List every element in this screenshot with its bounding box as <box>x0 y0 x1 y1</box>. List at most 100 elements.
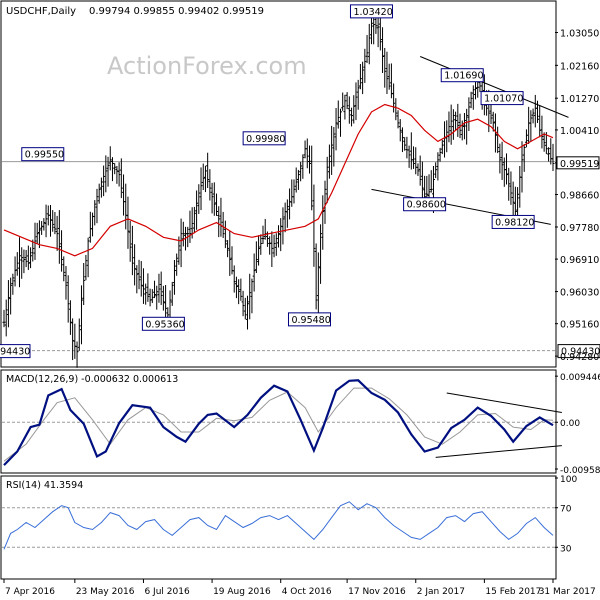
price-bar <box>203 165 207 193</box>
price-bar <box>305 138 309 169</box>
price-bar <box>215 193 219 216</box>
price-bar <box>294 167 298 193</box>
price-bar <box>454 111 458 131</box>
price-bar <box>314 243 318 310</box>
price-bar <box>347 96 351 124</box>
price-bar <box>542 132 546 152</box>
price-annotation: 0.98600 <box>403 197 447 212</box>
macd-line <box>3 379 554 466</box>
price-bar <box>319 224 323 284</box>
price-bar <box>57 210 61 264</box>
price-bar <box>522 144 526 172</box>
price-bar <box>440 139 444 155</box>
price-bar <box>498 143 502 174</box>
price-bar <box>334 107 338 151</box>
price-bar <box>403 137 407 151</box>
price-bar <box>228 230 232 276</box>
price-annotation-label: 1.03420 <box>353 7 392 18</box>
price-y-tick-label: 0.96910 <box>560 255 599 266</box>
price-bar <box>13 256 17 287</box>
price-series-layer: 0.99550 0.99980 1.03420 1.01690 1.01070 0.986… <box>0 4 600 368</box>
price-bar <box>270 231 274 268</box>
price-bar <box>31 239 35 262</box>
price-y-tick-label: 1.01270 <box>560 94 599 105</box>
price-bar <box>153 280 157 299</box>
price-bar <box>60 230 64 272</box>
price-annotation-label: 0.99980 <box>246 134 285 145</box>
price-bar <box>400 127 404 153</box>
price-bar <box>20 247 24 279</box>
price-bar <box>15 252 19 276</box>
price-annotation: 1.01070 <box>480 91 524 106</box>
symbol-label: USDCHF,Daily <box>6 6 76 17</box>
price-bar <box>301 154 305 179</box>
price-bar <box>157 273 161 303</box>
price-bar <box>84 254 88 281</box>
price-annotation: 0.98120 <box>491 214 535 229</box>
price-annotation: 1.03420 <box>349 4 393 19</box>
price-bar <box>246 295 250 330</box>
macd-trendline-0 <box>446 392 562 413</box>
price-bar <box>540 115 544 149</box>
price-bar <box>310 145 314 211</box>
rsi-y-tick-label: 30 <box>560 544 572 554</box>
price-bar <box>354 82 358 121</box>
price-bar <box>551 143 555 172</box>
x-tick-label: 15 Feb 2017 <box>485 587 541 597</box>
price-bar <box>338 108 342 137</box>
price-bar <box>201 163 205 190</box>
price-y-tick-label: 0.96030 <box>560 288 599 299</box>
price-bar <box>343 94 347 120</box>
price-bar <box>4 299 8 337</box>
price-bar <box>234 276 238 299</box>
x-tick-label: 19 Aug 2016 <box>213 587 271 597</box>
price-bar <box>95 188 99 224</box>
price-annotation: 0.95480 <box>287 312 331 327</box>
price-y-tick-label: 1.02160 <box>560 61 599 72</box>
price-bar <box>137 259 141 290</box>
price-bar <box>500 141 504 180</box>
price-bar <box>378 17 382 51</box>
price-bar <box>361 61 365 95</box>
price-bar <box>97 183 101 204</box>
price-bar <box>285 199 289 228</box>
price-bar <box>11 273 15 295</box>
price-bar <box>434 162 438 179</box>
price-annotation: 0.95360 <box>141 316 185 331</box>
price-bar <box>2 309 6 328</box>
price-bar <box>192 206 196 234</box>
price-bar <box>252 253 256 292</box>
price-annotation-label: 0.98120 <box>495 217 534 228</box>
price-bar <box>529 110 533 142</box>
macd-title: MACD(12,26,9) -0.000632 0.000613 <box>6 374 178 385</box>
price-bar <box>55 215 59 251</box>
price-bar <box>547 147 551 162</box>
rsi-panel-frame <box>0 475 557 580</box>
price-y-tick-label: 0.95160 <box>560 320 599 331</box>
price-bar <box>35 222 39 244</box>
x-tick-label: 23 May 2016 <box>76 587 135 597</box>
price-bar <box>172 260 176 295</box>
price-bar <box>374 16 378 34</box>
price-bar <box>358 63 362 90</box>
price-bar <box>232 265 236 293</box>
rsi-y-tick-label: 100 <box>560 475 577 485</box>
price-bar <box>327 144 331 179</box>
price-bar <box>345 92 349 110</box>
price-bar <box>352 95 356 124</box>
price-bar <box>68 300 72 335</box>
price-bar <box>516 187 520 221</box>
price-bar <box>226 240 230 258</box>
price-bar <box>363 48 367 83</box>
price-bar <box>451 109 455 140</box>
price-bar <box>155 285 159 310</box>
price-bar <box>462 113 466 140</box>
price-y-tick-label: 1.03050 <box>560 29 599 40</box>
price-bar <box>126 196 130 249</box>
price-bar <box>104 155 108 193</box>
price-bar <box>117 162 121 187</box>
price-bar <box>321 195 325 250</box>
price-bar <box>44 204 48 238</box>
price-bar <box>179 218 183 268</box>
price-bar <box>119 158 123 199</box>
